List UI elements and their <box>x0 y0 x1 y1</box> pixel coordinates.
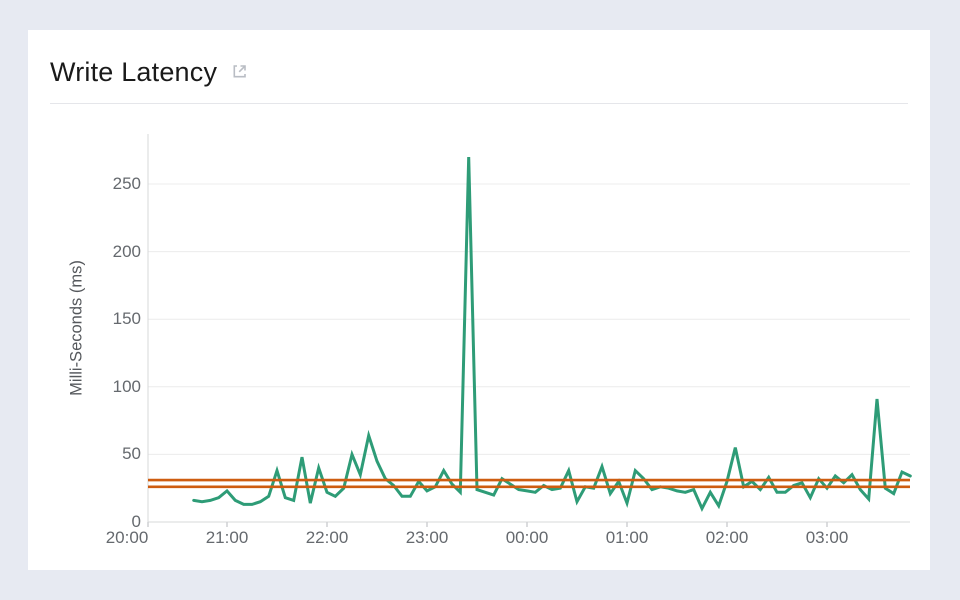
latency-chart: Milli-Seconds (ms) 20:00 21:00 22:00 23:00 0… <box>28 104 930 570</box>
panel-header: Write Latency <box>28 30 930 103</box>
x-tick-label-0200: 02:00 <box>705 528 749 547</box>
x-tick-label-2300: 23:00 <box>405 528 449 547</box>
x-tick-label-2000: 20:00 <box>105 528 149 547</box>
y-tick-label-250: 250 <box>112 174 141 193</box>
external-link-icon[interactable] <box>229 61 250 87</box>
x-tick-label-0300: 03:00 <box>805 528 849 547</box>
x-tick-label-0100: 01:00 <box>605 528 649 547</box>
y-tick-label-0: 0 <box>131 512 141 531</box>
y-tick-label-50: 50 <box>122 444 141 464</box>
chart-canvas <box>147 134 912 527</box>
write-latency-panel: Write Latency Milli-Seconds (ms) 20:00 21… <box>28 30 930 570</box>
y-axis-title: Milli-Seconds (ms) <box>67 260 86 396</box>
y-tick-label-200: 200 <box>112 241 141 261</box>
x-tick-label-2100: 21:00 <box>205 528 249 547</box>
page-title: Write Latency <box>50 57 218 87</box>
x-tick-label-0000: 00:00 <box>505 528 549 547</box>
x-tick-label-2200: 22:00 <box>305 528 349 547</box>
header-divider <box>50 103 908 104</box>
y-tick-label-150: 150 <box>112 309 141 329</box>
y-tick-label-100: 100 <box>112 376 141 396</box>
